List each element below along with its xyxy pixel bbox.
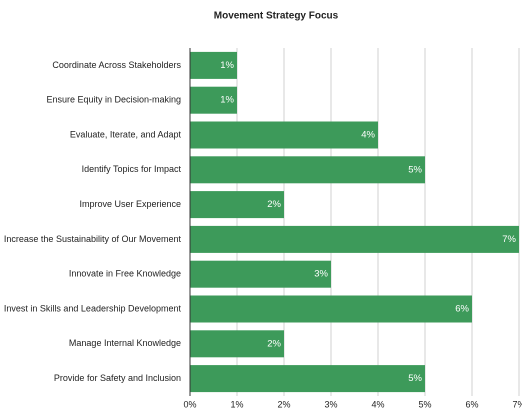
y-tick-label: Provide for Safety and Inclusion [54, 373, 181, 383]
bar [190, 330, 284, 358]
y-tick-label: Coordinate Across Stakeholders [52, 60, 181, 70]
bar [190, 86, 237, 114]
bar [190, 191, 284, 219]
x-tick-label: 1% [230, 399, 243, 408]
x-tick-label: 0% [183, 399, 196, 408]
chart-title: Movement Strategy Focus [214, 11, 339, 22]
value-label: 2% [267, 338, 281, 349]
y-tick-label: Invest in Skills and Leadership Developm… [4, 303, 182, 313]
y-tick-label: Evaluate, Iterate, and Adapt [70, 129, 182, 139]
bar [190, 365, 425, 393]
value-label: 2% [267, 199, 281, 210]
value-label: 6% [455, 304, 469, 315]
y-tick-label: Identify Topics for Impact [82, 164, 182, 174]
value-label: 3% [314, 269, 328, 280]
x-tick-label: 3% [324, 399, 337, 408]
value-label: 1% [220, 60, 234, 71]
value-label: 4% [361, 130, 375, 141]
value-label: 5% [408, 164, 422, 175]
x-tick-label: 6% [465, 399, 478, 408]
x-tick-label: 4% [371, 399, 384, 408]
value-label: 5% [408, 373, 422, 384]
value-label: 7% [502, 234, 516, 245]
y-tick-label: Ensure Equity in Decision-making [46, 95, 181, 105]
x-tick-label: 2% [277, 399, 290, 408]
bar [190, 225, 519, 253]
x-tick-label: 7% [512, 399, 522, 408]
x-tick-label: 5% [418, 399, 431, 408]
bar [190, 51, 237, 79]
y-tick-label: Improve User Experience [79, 199, 181, 209]
value-label: 1% [220, 95, 234, 106]
y-tick-label: Manage Internal Knowledge [69, 338, 181, 348]
bar [190, 295, 472, 323]
y-tick-label: Innovate in Free Knowledge [69, 269, 181, 279]
bar [190, 156, 425, 184]
bar [190, 260, 331, 288]
y-tick-label: Increase the Sustainability of Our Movem… [4, 234, 182, 244]
bar [190, 121, 378, 149]
